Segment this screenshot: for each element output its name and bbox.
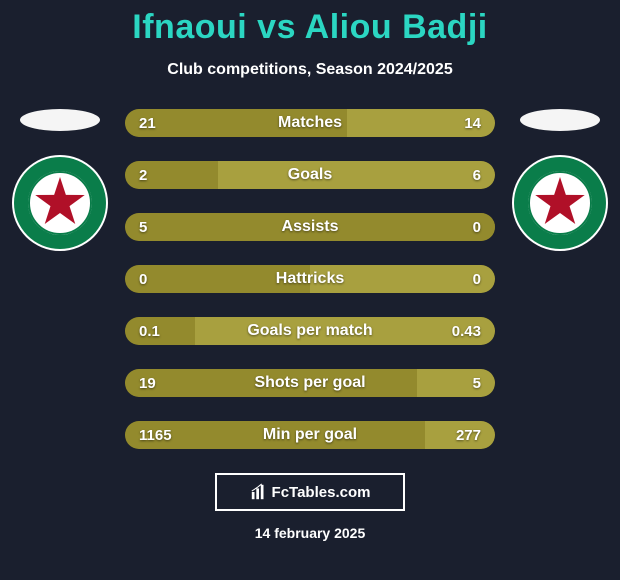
stat-bar: 2 Goals 6	[125, 161, 495, 189]
stat-bar: 21 Matches 14	[125, 109, 495, 137]
stat-value-right: 277	[456, 427, 481, 444]
player-left-column	[10, 109, 110, 253]
stat-bar: 19 Shots per goal 5	[125, 369, 495, 397]
stat-value-left: 0.1	[139, 323, 160, 340]
stat-label: Goals per match	[247, 322, 372, 340]
comparison-panel: 21 Matches 14 2 Goals 6 5 Assists 0 0 Hattricks 0 0.…	[0, 109, 620, 449]
stat-label: Matches	[278, 114, 342, 132]
stat-value-right: 0	[473, 219, 481, 236]
club-badge-left	[10, 153, 110, 253]
stat-value-left: 2	[139, 167, 147, 184]
page-title: Ifnaoui vs Aliou Badji	[0, 0, 620, 47]
stat-label: Shots per goal	[254, 374, 365, 392]
stat-value-left: 19	[139, 375, 156, 392]
club-badge-right	[510, 153, 610, 253]
stat-label: Assists	[282, 218, 339, 236]
stat-value-right: 0.43	[452, 323, 481, 340]
stat-bar: 5 Assists 0	[125, 213, 495, 241]
stat-label: Goals	[288, 166, 332, 184]
stat-fill-left	[125, 317, 195, 345]
stat-value-right: 14	[464, 115, 481, 132]
stat-value-left: 1165	[139, 427, 172, 444]
stat-label: Min per goal	[263, 426, 357, 444]
stat-value-left: 21	[139, 115, 156, 132]
branding-box[interactable]: FcTables.com	[215, 473, 405, 511]
stat-value-left: 0	[139, 271, 147, 288]
stat-value-right: 6	[473, 167, 481, 184]
stat-value-left: 5	[139, 219, 147, 236]
branding-text: FcTables.com	[272, 484, 371, 501]
player-left-oval	[20, 109, 100, 131]
bar-chart-icon	[250, 483, 268, 501]
player-right-oval	[520, 109, 600, 131]
stat-value-right: 0	[473, 271, 481, 288]
stat-value-right: 5	[473, 375, 481, 392]
stat-bar: 0 Hattricks 0	[125, 265, 495, 293]
stat-bar: 0.1 Goals per match 0.43	[125, 317, 495, 345]
subtitle: Club competitions, Season 2024/2025	[0, 61, 620, 79]
stat-bar: 1165 Min per goal 277	[125, 421, 495, 449]
footer-date: 14 february 2025	[0, 525, 620, 541]
stat-fill-right	[218, 161, 496, 189]
player-right-column	[510, 109, 610, 253]
stat-label: Hattricks	[276, 270, 344, 288]
stat-fill-right	[417, 369, 495, 397]
